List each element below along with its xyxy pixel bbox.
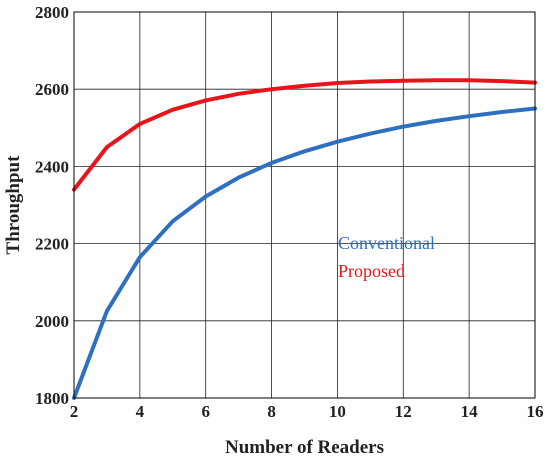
series-line-conventional — [72, 106, 537, 400]
series-layer — [72, 78, 537, 400]
x-axis-title: Number of Readers — [225, 437, 384, 458]
series-line-proposed — [72, 78, 537, 192]
y-tick-label: 1800 — [35, 389, 69, 408]
legend: Conventional Proposed — [338, 233, 435, 281]
y-tick-label: 2000 — [35, 312, 69, 331]
x-tick-label: 6 — [201, 402, 210, 421]
y-tick-label: 2200 — [35, 235, 69, 254]
x-tick-label: 2 — [70, 402, 79, 421]
x-tick-labels: 2 4 6 8 10 12 14 16 — [70, 402, 544, 421]
x-tick-label: 4 — [136, 402, 145, 421]
x-tick-label: 14 — [461, 402, 479, 421]
x-tick-label: 12 — [395, 402, 412, 421]
y-tick-label: 2800 — [35, 3, 69, 22]
plot-background — [74, 12, 535, 398]
y-tick-labels: 1800 2000 2200 2400 2600 2800 — [35, 3, 69, 408]
y-tick-label: 2400 — [35, 157, 69, 176]
y-tick-label: 2600 — [35, 80, 69, 99]
y-axis-title: Throughput — [3, 155, 24, 255]
x-tick-label: 10 — [329, 402, 346, 421]
x-tick-label: 8 — [267, 402, 276, 421]
plot-frame — [73, 11, 536, 399]
x-tick-label: 16 — [527, 402, 544, 421]
legend-entry-conventional: Conventional — [338, 233, 435, 253]
legend-entry-proposed: Proposed — [338, 261, 405, 281]
